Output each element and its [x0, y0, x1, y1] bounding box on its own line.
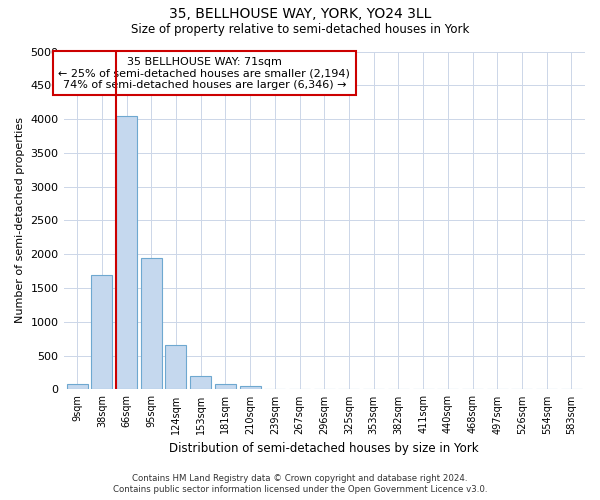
- Y-axis label: Number of semi-detached properties: Number of semi-detached properties: [15, 118, 25, 324]
- Text: Contains HM Land Registry data © Crown copyright and database right 2024.
Contai: Contains HM Land Registry data © Crown c…: [113, 474, 487, 494]
- Bar: [239, 386, 260, 390]
- Text: 35, BELLHOUSE WAY, YORK, YO24 3LL: 35, BELLHOUSE WAY, YORK, YO24 3LL: [169, 8, 431, 22]
- X-axis label: Distribution of semi-detached houses by size in York: Distribution of semi-detached houses by …: [169, 442, 479, 455]
- Text: 35 BELLHOUSE WAY: 71sqm
← 25% of semi-detached houses are smaller (2,194)
74% of: 35 BELLHOUSE WAY: 71sqm ← 25% of semi-de…: [58, 56, 350, 90]
- Bar: [190, 376, 211, 390]
- Bar: [116, 116, 137, 390]
- Text: Size of property relative to semi-detached houses in York: Size of property relative to semi-detach…: [131, 22, 469, 36]
- Bar: [91, 274, 112, 390]
- Bar: [215, 384, 236, 390]
- Bar: [141, 258, 162, 390]
- Bar: [67, 384, 88, 390]
- Bar: [166, 346, 187, 390]
